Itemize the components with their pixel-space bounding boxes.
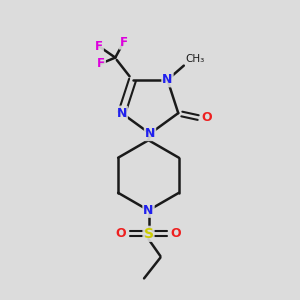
Text: F: F: [95, 40, 103, 53]
Text: F: F: [120, 36, 128, 49]
Text: O: O: [201, 111, 212, 124]
Text: N: N: [116, 106, 127, 120]
Text: CH₃: CH₃: [185, 54, 205, 64]
Text: N: N: [162, 74, 173, 86]
Text: N: N: [143, 204, 154, 217]
Text: O: O: [116, 227, 126, 240]
Text: F: F: [97, 57, 105, 70]
Text: S: S: [143, 227, 154, 241]
Text: N: N: [145, 127, 155, 140]
Text: O: O: [171, 227, 182, 240]
